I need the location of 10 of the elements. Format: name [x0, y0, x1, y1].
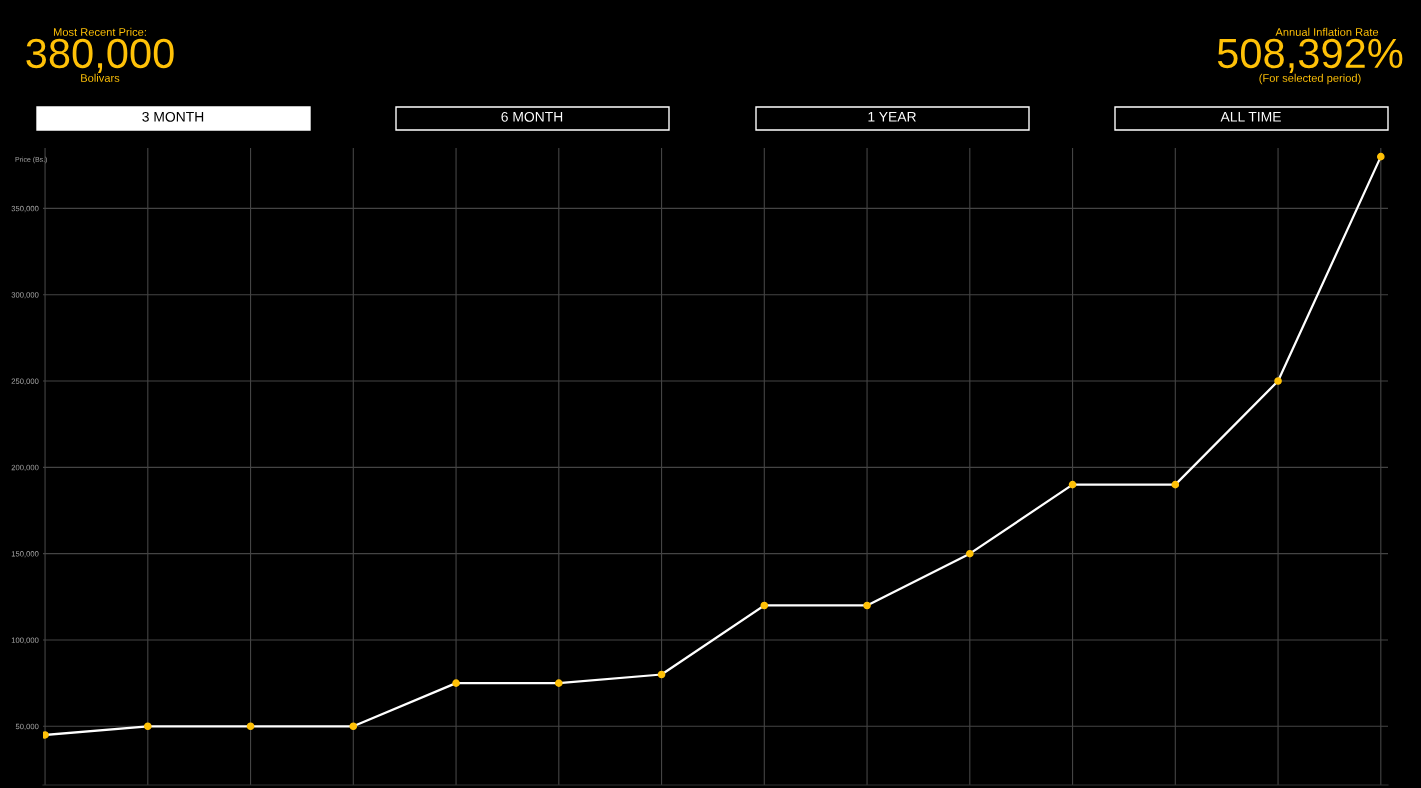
text: Bolivars: [81, 73, 120, 82]
text: 380,000: [26, 38, 174, 74]
text: Most Recent Price:: [53, 27, 146, 36]
text: 1 YEAR: [868, 112, 916, 122]
text: 3 MONTH: [142, 111, 204, 122]
text: 508,392%: [1217, 38, 1403, 74]
text: 6 MONTH: [501, 111, 563, 122]
text: Annual Inflation Rate: [1275, 27, 1379, 36]
text: ALL TIME: [1220, 112, 1281, 122]
text: (For selected period): [1259, 73, 1361, 85]
